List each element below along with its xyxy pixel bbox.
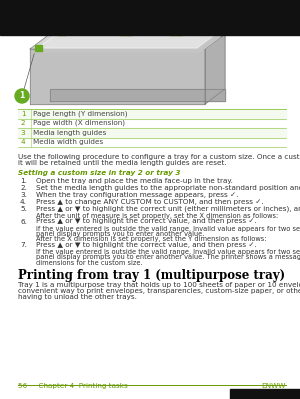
Circle shape <box>47 13 61 27</box>
Text: panel display prompts you to enter another value. The printer shows a message in: panel display prompts you to enter anoth… <box>36 255 300 261</box>
Text: Setting a custom size in tray 2 or tray 3: Setting a custom size in tray 2 or tray … <box>18 170 180 176</box>
Text: 3: 3 <box>21 130 25 136</box>
Text: When the tray configuration message appears, press ✓.: When the tray configuration message appe… <box>36 192 238 198</box>
Text: 1: 1 <box>20 91 25 101</box>
Text: 4.: 4. <box>20 199 27 205</box>
Text: 2: 2 <box>21 120 25 126</box>
Polygon shape <box>30 34 225 49</box>
Polygon shape <box>120 29 132 35</box>
Text: Page length (Y dimension): Page length (Y dimension) <box>33 111 128 117</box>
Text: 3: 3 <box>116 14 121 22</box>
Text: 6.: 6. <box>20 219 27 225</box>
Polygon shape <box>170 29 182 35</box>
Text: 1: 1 <box>21 111 25 117</box>
Bar <box>18 128 286 138</box>
Text: ENWW: ENWW <box>262 383 286 389</box>
Polygon shape <box>58 29 66 35</box>
Polygon shape <box>35 37 220 52</box>
Text: Press ▲ or ▼ to highlight the correct unit (either millimeters or inches), and t: Press ▲ or ▼ to highlight the correct un… <box>36 206 300 213</box>
Text: having to unload the other trays.: having to unload the other trays. <box>18 294 137 300</box>
Text: convenient way to print envelopes, transparencies, custom-size paper, or other t: convenient way to print envelopes, trans… <box>18 288 300 294</box>
Text: 7.: 7. <box>20 242 27 248</box>
Text: If the value entered is outside the valid range, Invalid value appears for two s: If the value entered is outside the vali… <box>36 225 300 231</box>
Bar <box>230 389 300 399</box>
Text: 2: 2 <box>51 16 57 24</box>
Text: Press ▲ or ▼ to highlight the correct value, and then press ✓.: Press ▲ or ▼ to highlight the correct va… <box>36 219 257 225</box>
Text: panel display prompts you to enter another value.: panel display prompts you to enter anoth… <box>36 231 204 237</box>
Text: Use the following procedure to configure a tray for a custom size. Once a custom: Use the following procedure to configure… <box>18 154 300 160</box>
Text: Tray 1 is a multipurpose tray that holds up to 100 sheets of paper or 10 envelop: Tray 1 is a multipurpose tray that holds… <box>18 282 300 288</box>
Text: dimensions for the custom size.: dimensions for the custom size. <box>36 260 142 266</box>
Polygon shape <box>205 34 225 104</box>
Text: 1.: 1. <box>20 178 27 184</box>
Bar <box>0 0 300 35</box>
Text: Media length guides: Media length guides <box>33 130 106 136</box>
Text: Media width guides: Media width guides <box>33 139 103 145</box>
Text: 4: 4 <box>21 139 25 145</box>
Text: Press ▲ or ▼ to highlight the correct value, and then press ✓.: Press ▲ or ▼ to highlight the correct va… <box>36 242 257 248</box>
Text: After the X dimension is set properly, set the Y dimension as follows:: After the X dimension is set properly, s… <box>36 237 266 243</box>
Text: it will be retained until the media length guides are reset.: it will be retained until the media leng… <box>18 160 227 166</box>
Polygon shape <box>30 49 205 104</box>
Text: 56     Chapter 4  Printing tasks: 56 Chapter 4 Printing tasks <box>18 383 128 389</box>
Polygon shape <box>35 45 42 51</box>
Bar <box>18 109 286 119</box>
Text: 5.: 5. <box>20 206 27 212</box>
Text: Printing from tray 1 (multipurpose tray): Printing from tray 1 (multipurpose tray) <box>18 269 285 282</box>
Circle shape <box>161 9 175 23</box>
Circle shape <box>111 11 125 25</box>
Text: Press ▲ to change ANY CUSTOM to CUSTOM, and then press ✓.: Press ▲ to change ANY CUSTOM to CUSTOM, … <box>36 199 264 205</box>
Text: Set the media length guides to the appropriate non-standard position and close t: Set the media length guides to the appro… <box>36 185 300 191</box>
Polygon shape <box>38 33 217 48</box>
Circle shape <box>15 89 29 103</box>
Text: Page width (X dimension): Page width (X dimension) <box>33 120 125 126</box>
Text: Open the tray and place the media face-up in the tray.: Open the tray and place the media face-u… <box>36 178 233 184</box>
Polygon shape <box>50 89 225 101</box>
Text: If the value entered is outside the valid range, Invalid value appears for two s: If the value entered is outside the vali… <box>36 249 300 255</box>
Text: 3.: 3. <box>20 192 27 198</box>
Text: 4: 4 <box>165 12 171 20</box>
Text: 2.: 2. <box>20 185 27 191</box>
Text: After the unit of measure is set properly, set the X dimension as follows:: After the unit of measure is set properl… <box>36 213 278 219</box>
